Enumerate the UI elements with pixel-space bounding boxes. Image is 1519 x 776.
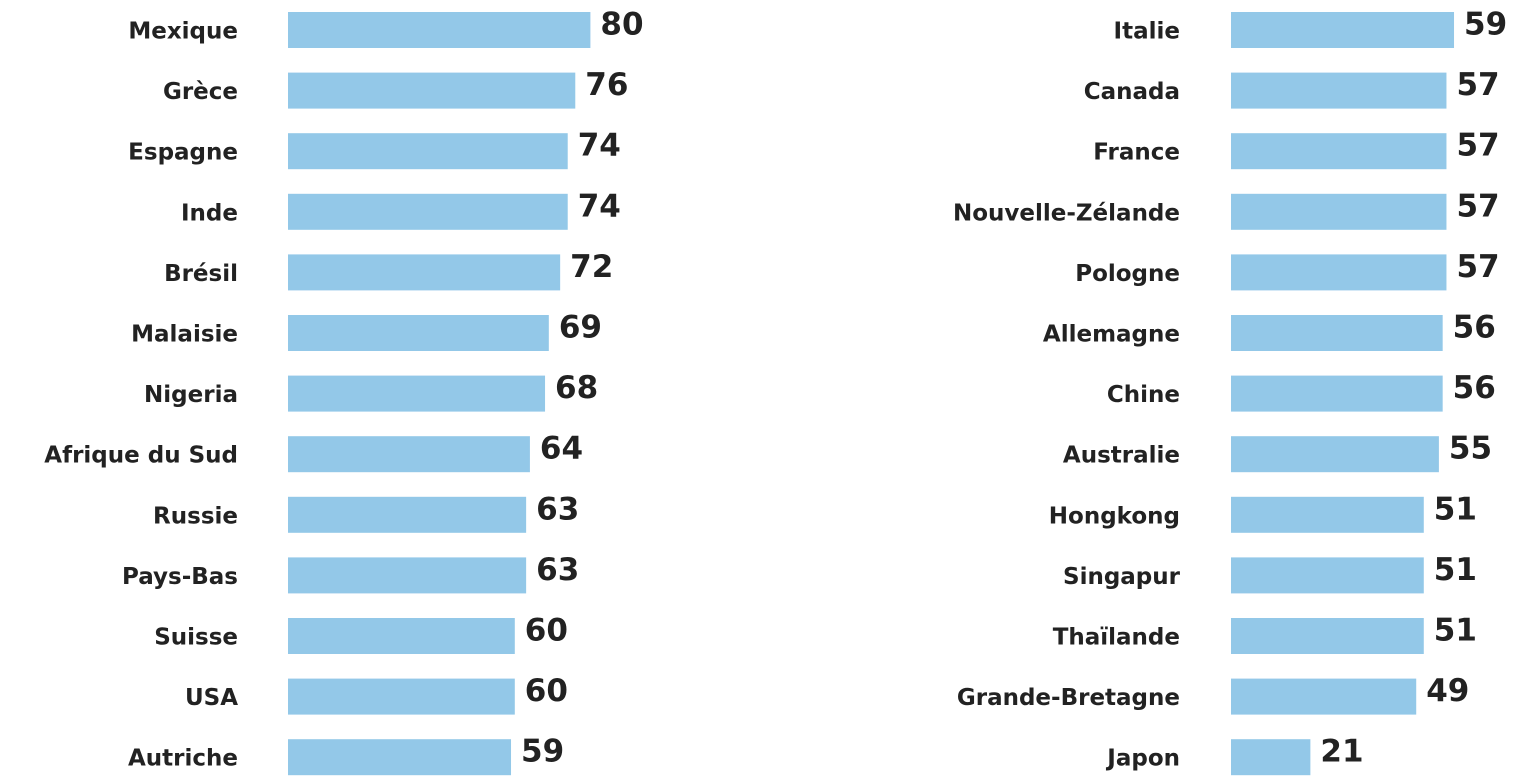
value-label: 49 <box>1426 673 1469 709</box>
bar <box>288 315 549 351</box>
category-label: Malaisie <box>131 322 238 348</box>
category-label: Espagne <box>128 140 238 166</box>
value-label: 57 <box>1456 188 1499 224</box>
value-label: 76 <box>585 67 628 103</box>
category-label: Canada <box>1084 79 1180 105</box>
category-label: France <box>1093 140 1180 166</box>
value-label: 63 <box>536 491 579 527</box>
category-label: Suisse <box>154 625 238 651</box>
value-label: 59 <box>1464 7 1507 43</box>
bar <box>1231 12 1455 48</box>
category-label: Brésil <box>164 261 238 287</box>
bar <box>1231 496 1424 533</box>
bar <box>1231 678 1417 715</box>
bar <box>1231 557 1424 594</box>
bar <box>1231 436 1439 473</box>
bar <box>288 193 568 230</box>
value-label: 80 <box>600 7 643 43</box>
bar <box>1231 254 1447 291</box>
value-label: 57 <box>1456 128 1499 164</box>
value-label: 56 <box>1453 310 1496 346</box>
category-label: Autriche <box>128 746 238 772</box>
category-label: Allemagne <box>1043 322 1180 348</box>
category-label: Grèce <box>163 79 238 105</box>
value-label: 57 <box>1456 249 1499 285</box>
bar <box>288 133 568 170</box>
value-label: 57 <box>1456 67 1499 103</box>
bar <box>1231 618 1424 654</box>
category-label: Russie <box>153 503 238 529</box>
value-label: 60 <box>525 673 568 709</box>
category-label: Mexique <box>128 19 238 45</box>
value-label: 21 <box>1320 734 1363 770</box>
category-label: Pays-Bas <box>122 564 238 590</box>
category-label: Hongkong <box>1049 503 1180 529</box>
bar <box>1231 739 1311 776</box>
value-label: 74 <box>578 128 621 164</box>
category-label: Italie <box>1114 19 1180 45</box>
bar <box>288 254 561 291</box>
bar <box>288 678 515 715</box>
category-label: Inde <box>181 200 238 226</box>
category-label: Pologne <box>1075 261 1180 287</box>
bar <box>1231 375 1443 412</box>
category-label: Singapur <box>1063 564 1181 590</box>
category-label: Grande-Bretagne <box>957 685 1180 711</box>
value-label: 69 <box>559 310 602 346</box>
category-label: Australie <box>1063 443 1180 469</box>
bar <box>288 618 515 654</box>
bar <box>1231 193 1447 230</box>
value-label: 74 <box>578 188 621 224</box>
value-label: 55 <box>1449 431 1492 467</box>
value-label: 68 <box>555 370 598 406</box>
bar <box>288 12 591 48</box>
bar <box>288 375 546 412</box>
bar <box>288 739 512 776</box>
bar <box>1231 315 1443 351</box>
value-label: 51 <box>1434 491 1477 527</box>
value-label: 56 <box>1453 370 1496 406</box>
value-label: 59 <box>521 734 564 770</box>
value-label: 64 <box>540 431 583 467</box>
value-label: 51 <box>1434 613 1477 649</box>
bar <box>288 496 527 533</box>
value-label: 51 <box>1434 552 1477 588</box>
category-label: Afrique du Sud <box>44 443 238 469</box>
category-label: USA <box>185 685 238 711</box>
category-label: Nouvelle-Zélande <box>953 200 1180 226</box>
bar <box>1231 72 1447 109</box>
category-label: Thaïlande <box>1053 625 1180 651</box>
bar <box>288 72 576 109</box>
value-label: 72 <box>570 249 613 285</box>
value-label: 60 <box>525 613 568 649</box>
category-label: Chine <box>1107 382 1180 408</box>
bar <box>288 436 530 473</box>
value-label: 63 <box>536 552 579 588</box>
category-label: Japon <box>1105 746 1180 772</box>
bar <box>288 557 527 594</box>
bar <box>1231 133 1447 170</box>
category-label: Nigeria <box>144 382 238 408</box>
